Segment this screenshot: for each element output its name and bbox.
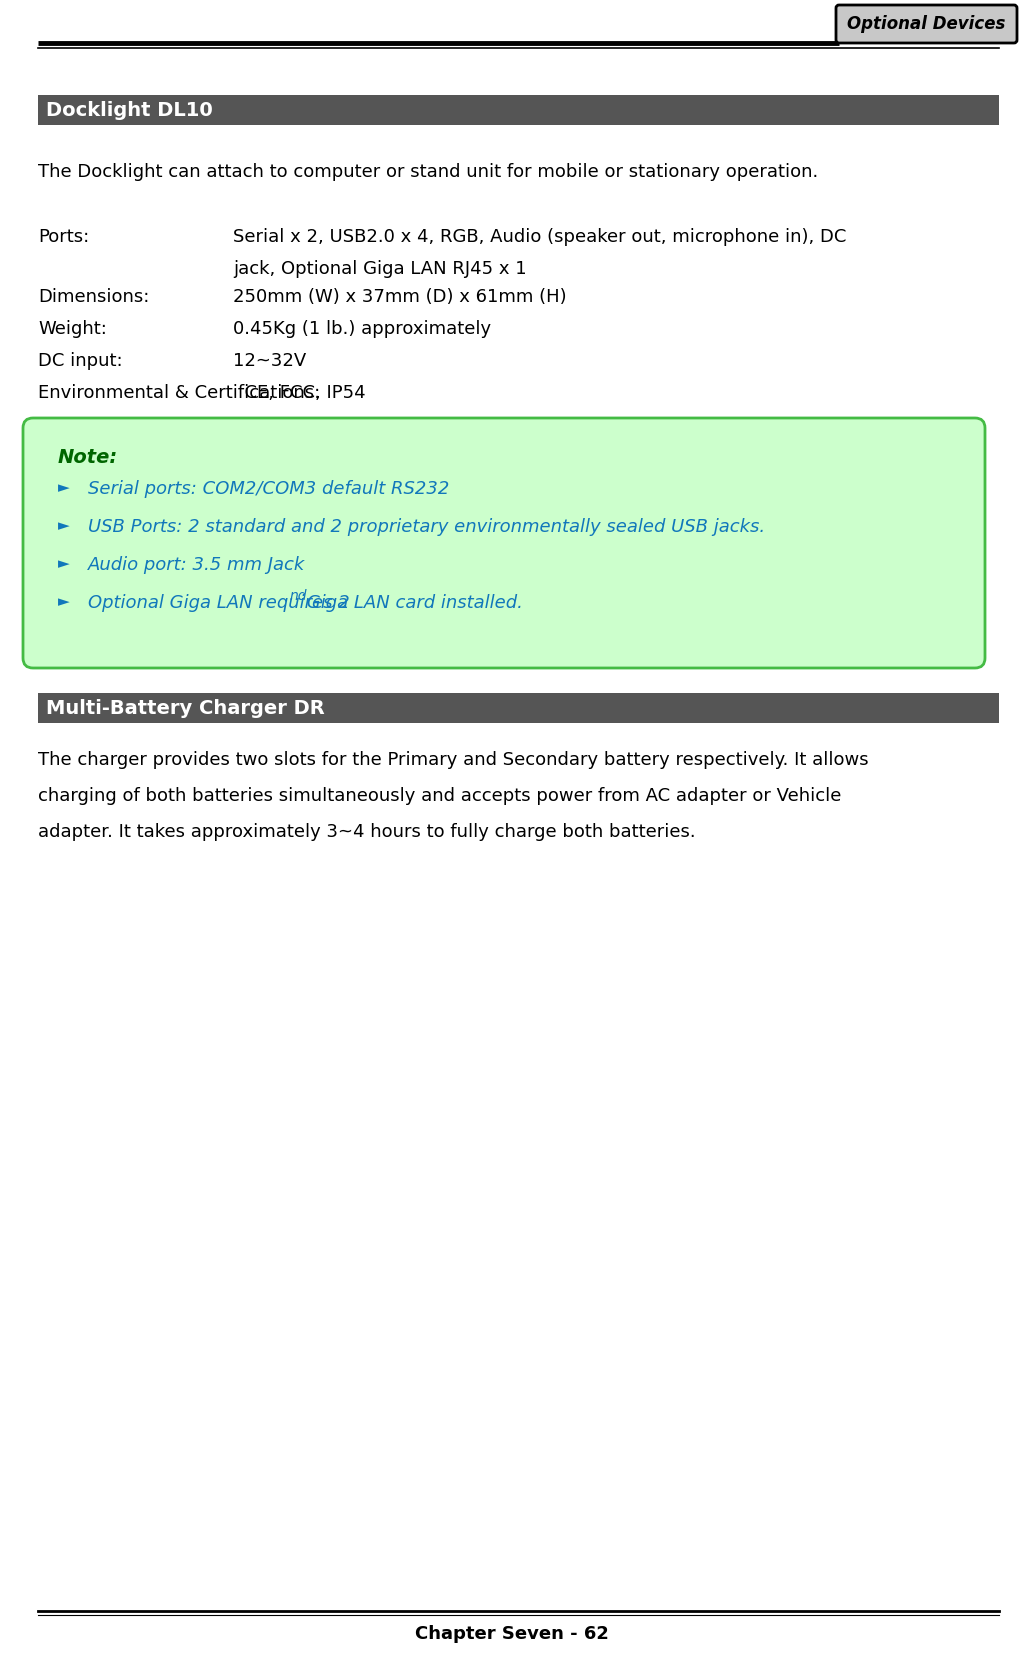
Text: Docklight DL10: Docklight DL10 xyxy=(46,100,213,120)
Text: DC input:: DC input: xyxy=(38,353,123,369)
Text: charging of both batteries simultaneously and accepts power from AC adapter or V: charging of both batteries simultaneousl… xyxy=(38,787,842,805)
Text: USB Ports: 2 standard and 2 proprietary environmentally sealed USB jacks.: USB Ports: 2 standard and 2 proprietary … xyxy=(88,517,765,535)
FancyBboxPatch shape xyxy=(836,5,1017,43)
Text: Giga LAN card installed.: Giga LAN card installed. xyxy=(301,594,522,612)
Text: ►: ► xyxy=(58,555,70,570)
Text: jack, Optional Giga LAN RJ45 x 1: jack, Optional Giga LAN RJ45 x 1 xyxy=(233,259,526,278)
FancyBboxPatch shape xyxy=(38,693,999,723)
Text: The Docklight can attach to computer or stand unit for mobile or stationary oper: The Docklight can attach to computer or … xyxy=(38,163,818,181)
Text: Audio port: 3.5 mm Jack: Audio port: 3.5 mm Jack xyxy=(88,555,305,574)
Text: Optional Devices: Optional Devices xyxy=(847,15,1006,33)
Text: ►: ► xyxy=(58,594,70,609)
Text: Note:: Note: xyxy=(58,447,118,467)
Text: Serial x 2, USB2.0 x 4, RGB, Audio (speaker out, microphone in), DC: Serial x 2, USB2.0 x 4, RGB, Audio (spea… xyxy=(233,228,847,246)
Text: ►: ► xyxy=(58,517,70,534)
Text: Chapter Seven - 62: Chapter Seven - 62 xyxy=(415,1625,609,1643)
Text: nd: nd xyxy=(290,589,307,604)
Text: CE, FCC, IP54: CE, FCC, IP54 xyxy=(233,384,366,402)
Text: The charger provides two slots for the Primary and Secondary battery respectivel: The charger provides two slots for the P… xyxy=(38,752,868,768)
Text: 0.45Kg (1 lb.) approximately: 0.45Kg (1 lb.) approximately xyxy=(233,319,492,338)
Text: Multi-Battery Charger DR: Multi-Battery Charger DR xyxy=(46,698,325,717)
Text: Environmental & Certifications:: Environmental & Certifications: xyxy=(38,384,321,402)
FancyBboxPatch shape xyxy=(23,417,985,669)
Text: ►: ► xyxy=(58,481,70,496)
Text: Serial ports: COM2/COM3 default RS232: Serial ports: COM2/COM3 default RS232 xyxy=(88,481,450,497)
FancyBboxPatch shape xyxy=(38,95,999,125)
Text: adapter. It takes approximately 3~4 hours to fully charge both batteries.: adapter. It takes approximately 3~4 hour… xyxy=(38,823,695,841)
Text: Optional Giga LAN requires 2: Optional Giga LAN requires 2 xyxy=(88,594,350,612)
Text: Weight:: Weight: xyxy=(38,319,106,338)
Text: 250mm (W) x 37mm (D) x 61mm (H): 250mm (W) x 37mm (D) x 61mm (H) xyxy=(233,288,566,306)
Text: Dimensions:: Dimensions: xyxy=(38,288,150,306)
Text: 12~32V: 12~32V xyxy=(233,353,306,369)
Text: Ports:: Ports: xyxy=(38,228,89,246)
